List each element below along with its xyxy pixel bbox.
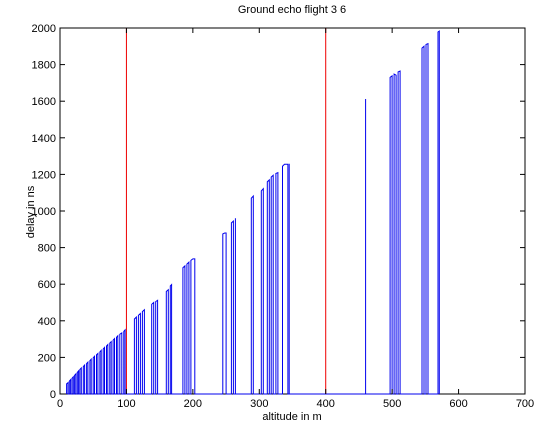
vertical-markers <box>125 28 327 394</box>
delay-series-line <box>66 30 440 395</box>
y-tick-label: 1400 <box>32 133 56 145</box>
y-tick-label: 1600 <box>32 96 56 108</box>
plot-frame <box>59 27 526 395</box>
chart-title: Ground echo flight 3 6 <box>238 4 346 16</box>
x-tick-label: 0 <box>57 398 63 410</box>
x-axis-ticks: 0 100 200 300 400 500 600 700 <box>57 28 534 410</box>
y-tick-label: 200 <box>38 352 56 364</box>
y-tick-label: 800 <box>38 243 56 255</box>
y-tick-label: 1800 <box>32 60 56 72</box>
y-tick-label: 2000 <box>32 23 56 35</box>
y-axis-ticks: 0 200 400 600 800 1000 1200 1400 1600 1800 2000 <box>32 23 525 401</box>
y-tick-label: 600 <box>38 279 56 291</box>
x-axis-label: altitude in m <box>262 411 321 423</box>
x-tick-label: 400 <box>317 398 335 410</box>
x-tick-label: 300 <box>250 398 268 410</box>
y-axis-label: delay in ns <box>25 185 37 238</box>
x-tick-label: 700 <box>516 398 534 410</box>
x-tick-label: 500 <box>383 398 401 410</box>
y-tick-label: 1000 <box>32 206 56 218</box>
x-tick-label: 600 <box>449 398 467 410</box>
y-tick-label: 1200 <box>32 169 56 181</box>
y-tick-label: 0 <box>50 389 56 401</box>
plot-area <box>59 27 526 395</box>
x-tick-label: 100 <box>117 398 135 410</box>
y-tick-label: 400 <box>38 316 56 328</box>
x-tick-label: 200 <box>184 398 202 410</box>
